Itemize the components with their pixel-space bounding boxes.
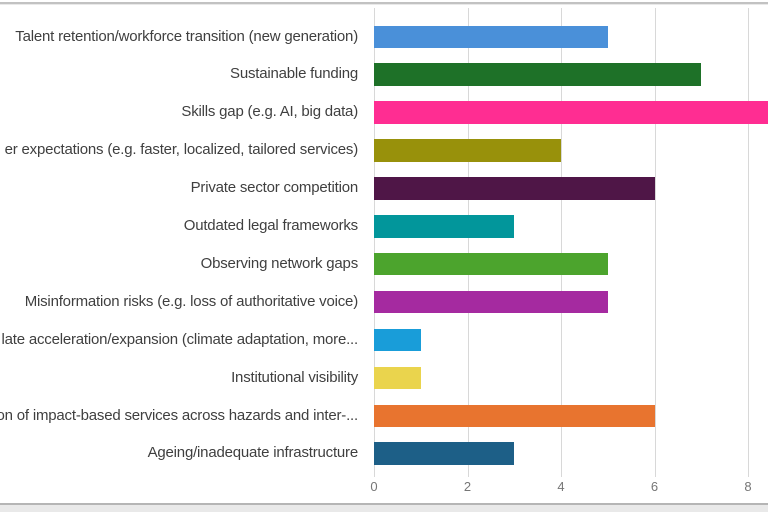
bar-row-7: [374, 290, 608, 314]
bar-row-2: [374, 101, 768, 124]
x-tick-label-0: 0: [370, 479, 378, 494]
bar-row-3: [374, 139, 561, 162]
bar-row-5: [374, 215, 515, 238]
category-label-7: Misinformation risks (e.g. loss of autho…: [24, 292, 358, 310]
bottom-border-line: [0, 503, 768, 512]
gridline-x-2: [467, 8, 469, 477]
x-tick-label-4: 4: [557, 479, 565, 494]
x-tick-label-2: 2: [463, 479, 472, 494]
bar-row-11: [374, 442, 515, 465]
gridline-x-0: [374, 8, 375, 477]
bar-row-0: [374, 25, 608, 48]
category-label-5: Outdated legal frameworks: [183, 217, 358, 234]
category-label-10: on of impact-based services across hazar…: [0, 406, 358, 424]
bar-row-1: [374, 63, 702, 86]
gridline-x-6: [654, 8, 656, 477]
bar-row-6: [374, 252, 608, 276]
bar-row-4: [374, 177, 655, 200]
bar-row-8: [374, 328, 421, 352]
category-label-4: Private sector competition: [190, 179, 359, 197]
top-border-line: [0, 2, 768, 4]
category-label-11: Ageing/inadequate infrastructure: [147, 444, 359, 462]
category-label-2: Skills gap (e.g. AI, big data): [181, 103, 358, 121]
category-label-9: Institutional visibility: [231, 368, 358, 386]
x-tick-label-8: 8: [744, 479, 752, 494]
bar-row-9: [374, 366, 421, 390]
bar-row-10: [374, 404, 655, 427]
gridline-x-8: [748, 8, 749, 477]
category-label-3: er expectations (e.g. faster, localized,…: [4, 141, 359, 159]
category-label-6: Observing network gaps: [200, 254, 359, 272]
category-label-8: late acceleration/expansion (climate ada…: [1, 330, 358, 348]
category-label-0: Talent retention/workforce transition (n…: [15, 27, 358, 45]
x-tick-label-6: 6: [650, 479, 659, 494]
gridline-x-4: [561, 8, 562, 477]
category-label-1: Sustainable funding: [230, 65, 358, 83]
